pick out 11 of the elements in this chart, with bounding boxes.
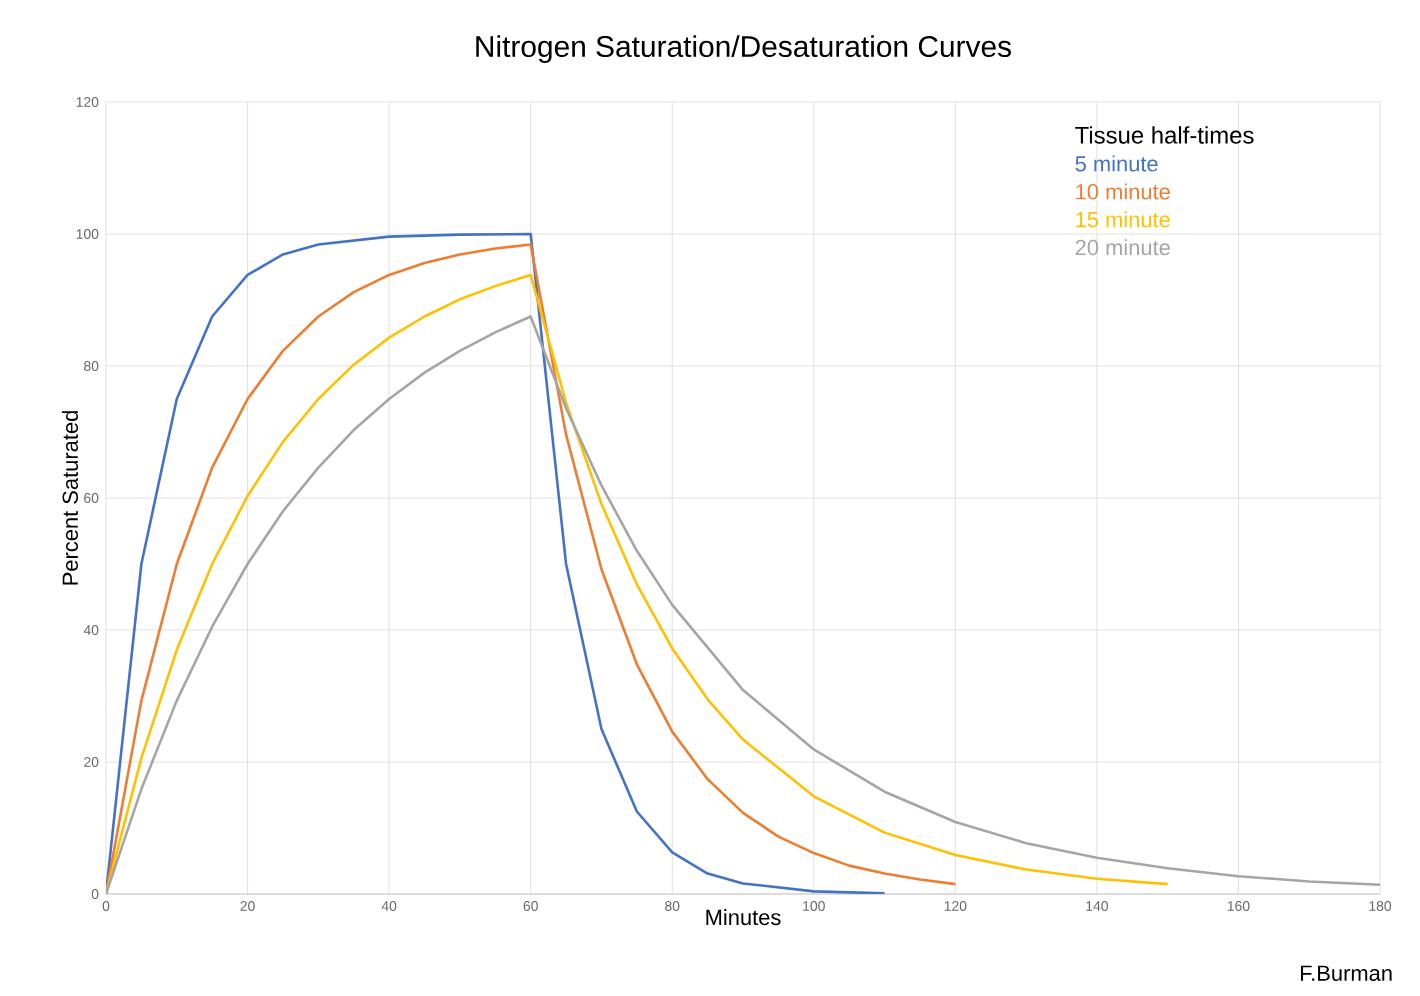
line-series [106, 315, 1381, 894]
text: 10 minute [1076, 183, 1170, 200]
text: 5 minute [1075, 155, 1158, 172]
text: F.Burman [1301, 965, 1392, 981]
x-axis-title: Minutes [706, 909, 781, 926]
chart-title: Nitrogen Saturation/Desaturation Curves [476, 35, 1011, 63]
text: 20 minute [1075, 239, 1170, 256]
y-axis-title: Percent Saturated [61, 411, 79, 585]
legend-title: Tissue half-times [1075, 126, 1254, 144]
line-series [106, 273, 1169, 894]
text: 15 minute [1076, 211, 1170, 228]
